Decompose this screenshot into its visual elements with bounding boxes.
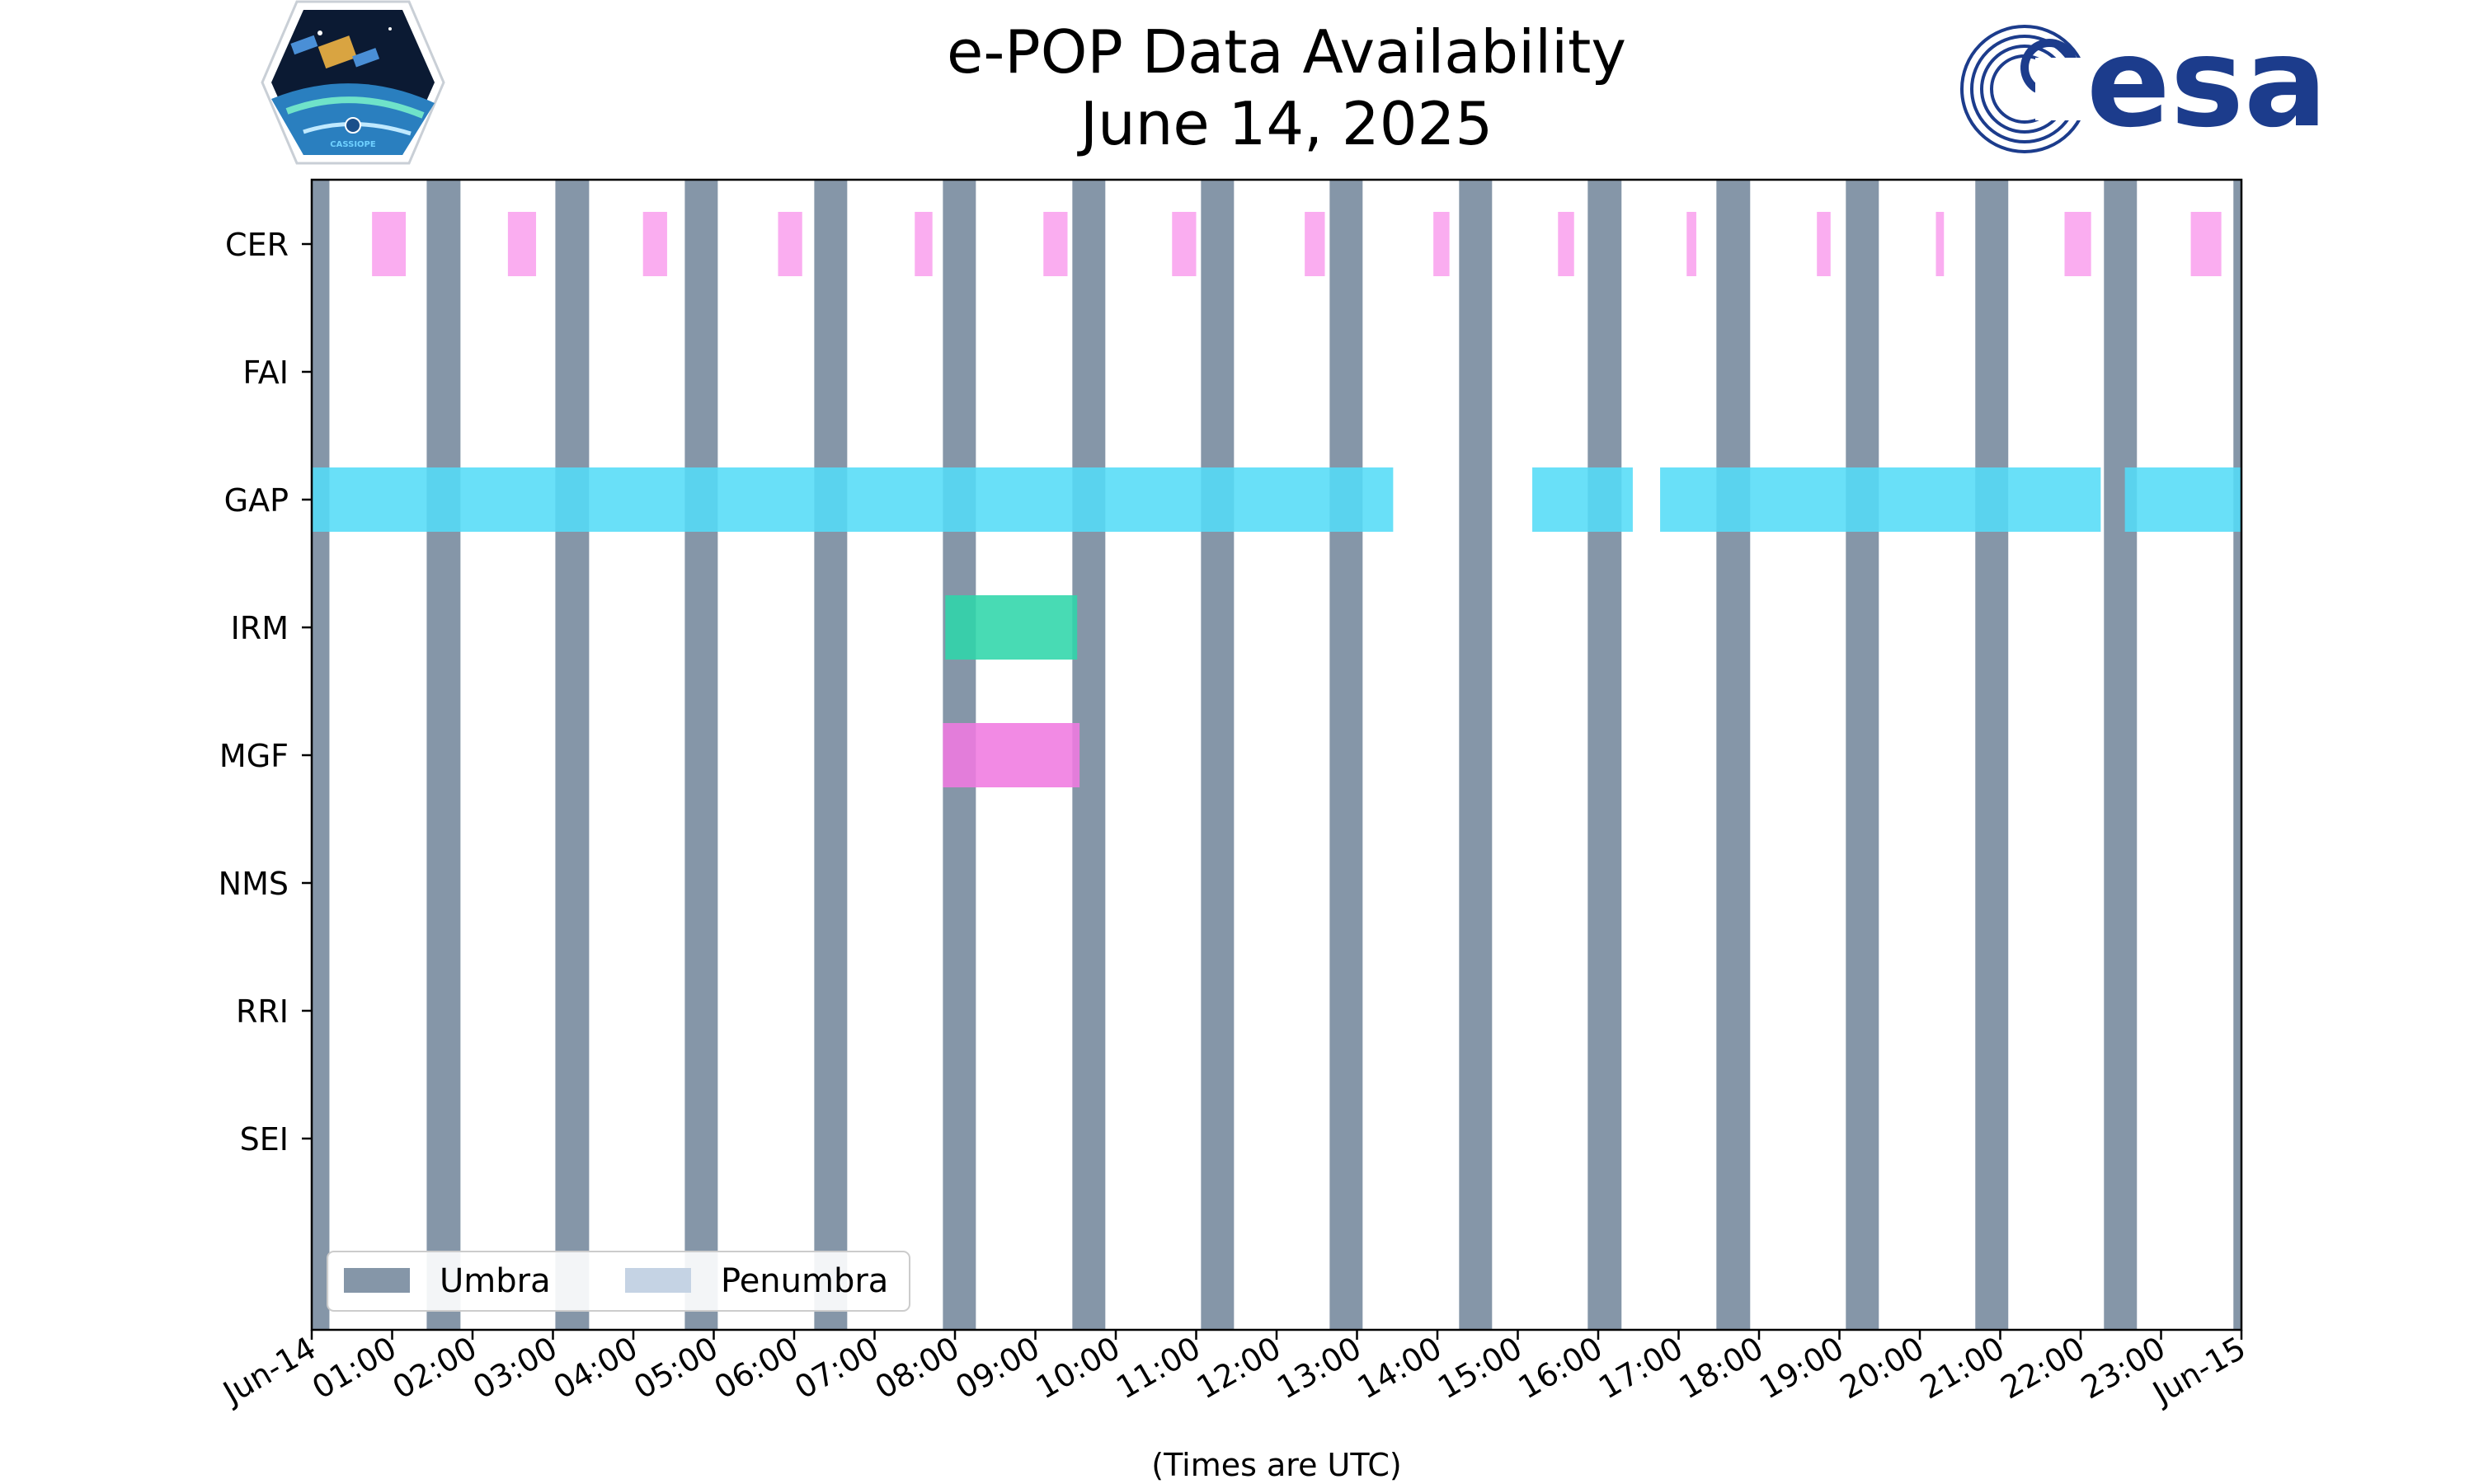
x-tick-label: 09:00 [949, 1330, 1046, 1407]
x-tick-label: 01:00 [306, 1330, 402, 1407]
umbra-band [814, 180, 848, 1330]
umbra-band [1329, 180, 1363, 1330]
umbra-band [555, 180, 590, 1330]
umbra-band [684, 180, 718, 1330]
umbra-band [2104, 180, 2138, 1330]
x-tick-label: 21:00 [1914, 1330, 2011, 1407]
x-tick-label: 08:00 [869, 1330, 966, 1407]
x-tick-label: 14:00 [1352, 1330, 1448, 1407]
x-tick-label: 16:00 [1512, 1330, 1609, 1407]
chart-subtitle: June 14, 2025 [1077, 89, 1493, 158]
cassiope-caption: CASSIOPE [330, 140, 376, 149]
y-tick-label: MGF [219, 738, 289, 774]
legend-umbra-swatch [344, 1268, 410, 1293]
y-axis: CER FAI GAP IRM MGF NMS RRI SEI [219, 227, 312, 1158]
availability-bar-cer [642, 212, 667, 276]
esa-logo: esa [1960, 12, 2327, 155]
x-tick-label: 17:00 [1592, 1330, 1689, 1407]
availability-bar-mgf [943, 723, 1080, 787]
x-tick-label: 05:00 [628, 1330, 724, 1407]
availability-bar-cer [1817, 212, 1831, 276]
x-tick-label: 13:00 [1271, 1330, 1367, 1407]
y-tick-label: CER [225, 227, 289, 263]
legend: Umbra Penumbra [327, 1251, 910, 1312]
availability-bar-gap [312, 467, 1394, 532]
x-tick-label: 12:00 [1191, 1330, 1287, 1407]
umbra-band [1716, 180, 1751, 1330]
availability-bar-cer [915, 212, 933, 276]
x-tick-label: 15:00 [1432, 1330, 1528, 1407]
x-tick-label: 07:00 [788, 1330, 885, 1407]
x-tick-label: Jun-15 [2146, 1330, 2252, 1412]
availability-bar-cer [1558, 212, 1574, 276]
x-axis: Jun-1401:0002:0003:0004:0005:0006:0007:0… [216, 1330, 2252, 1412]
x-tick-label: 19:00 [1753, 1330, 1850, 1407]
x-tick-label: 22:00 [1995, 1330, 2091, 1407]
availability-bar-cer [507, 212, 537, 276]
umbra-band [1846, 180, 1879, 1330]
availability-bar-cer [2190, 212, 2222, 276]
esa-wordmark: esa [2086, 12, 2327, 155]
x-tick-label: 02:00 [387, 1330, 483, 1407]
x-tick-label: 03:00 [467, 1330, 563, 1407]
umbra-band [426, 180, 461, 1330]
availability-bar-cer [1433, 212, 1450, 276]
availability-bars [312, 212, 2241, 787]
x-tick-label: Jun-14 [216, 1330, 322, 1412]
availability-bar-cer [1043, 212, 1068, 276]
legend-penumbra-swatch [625, 1268, 691, 1293]
x-tick-label: 18:00 [1673, 1330, 1770, 1407]
availability-bar-cer [2064, 212, 2091, 276]
cassiope-logo: CASSIOPE [261, 0, 445, 165]
x-tick-label: 20:00 [1834, 1330, 1931, 1407]
y-tick-label: SEI [240, 1121, 289, 1158]
plot-frame [310, 178, 2243, 1331]
y-tick-label: GAP [224, 482, 289, 519]
x-tick-label: 06:00 [708, 1330, 805, 1407]
availability-bar-cer [1935, 212, 1945, 276]
umbra-band [1459, 180, 1493, 1330]
umbra-band [312, 180, 330, 1330]
umbra-layer [312, 180, 2241, 1330]
x-axis-label: (Times are UTC) [1151, 1447, 1401, 1483]
availability-bar-irm [945, 595, 1078, 660]
x-tick-label: 10:00 [1030, 1330, 1126, 1407]
availability-bar-cer [778, 212, 802, 276]
umbra-band [2233, 180, 2241, 1330]
x-tick-label: 11:00 [1110, 1330, 1206, 1407]
umbra-band [1587, 180, 1622, 1330]
legend-penumbra-label: Penumbra [721, 1262, 888, 1300]
x-tick-label: 04:00 [548, 1330, 644, 1407]
chart-title: e-POP Data Availability [947, 17, 1626, 87]
umbra-band [1201, 180, 1235, 1330]
availability-bar-gap [2124, 467, 2241, 532]
y-tick-label: FAI [242, 355, 289, 391]
availability-bar-cer [1686, 212, 1696, 276]
legend-umbra-label: Umbra [440, 1262, 551, 1300]
y-tick-label: NMS [219, 866, 289, 902]
y-tick-label: RRI [236, 993, 289, 1030]
availability-bar-gap [1532, 467, 1633, 532]
y-tick-label: IRM [231, 610, 289, 646]
availability-bar-cer [1305, 212, 1325, 276]
availability-bar-cer [372, 212, 407, 276]
umbra-band [1975, 180, 2009, 1330]
availability-bar-gap [1660, 467, 2101, 532]
availability-bar-cer [1172, 212, 1197, 276]
